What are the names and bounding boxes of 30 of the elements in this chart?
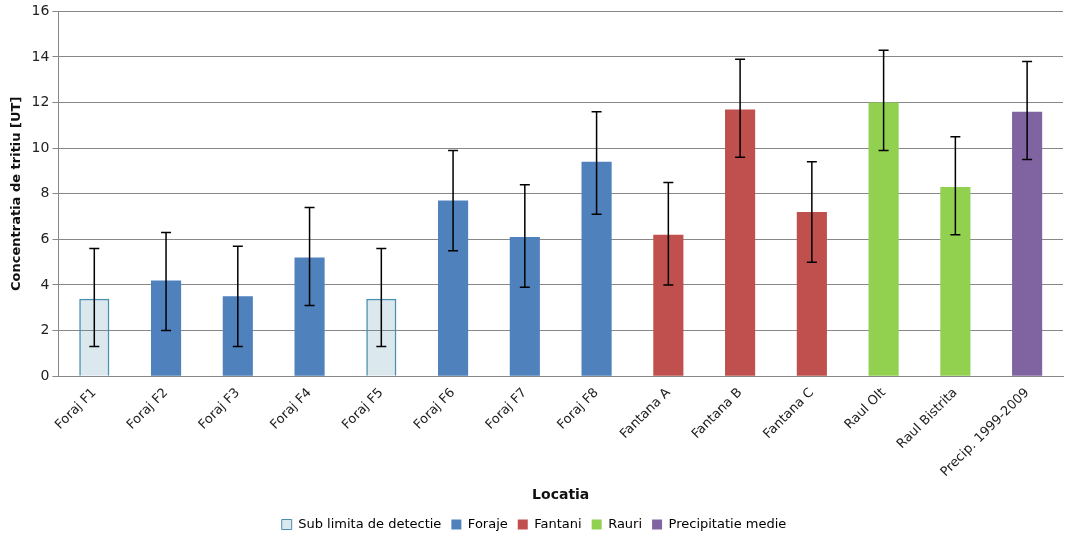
bar bbox=[725, 109, 756, 376]
y-tick-label: 2 bbox=[40, 321, 50, 338]
y-tick-label: 4 bbox=[40, 275, 50, 292]
y-axis-title: Concentratia de tritiu [UT] bbox=[8, 96, 24, 291]
x-axis-title: Locatia bbox=[532, 486, 590, 503]
y-tick-label: 16 bbox=[31, 2, 50, 19]
bar bbox=[868, 102, 899, 376]
legend-label: Sub limita de detectie bbox=[298, 515, 442, 531]
legend-label: Precipitatie medie bbox=[668, 515, 787, 531]
bar bbox=[509, 237, 540, 376]
bar bbox=[294, 257, 325, 376]
y-tick-label: 6 bbox=[40, 230, 50, 247]
bar bbox=[222, 296, 253, 376]
y-tick-label: 10 bbox=[31, 138, 50, 155]
y-tick-label: 14 bbox=[31, 47, 50, 64]
bar bbox=[796, 212, 827, 376]
y-tick-label: 8 bbox=[40, 184, 50, 201]
bar bbox=[1012, 111, 1043, 376]
legend-label: Fantani bbox=[534, 515, 582, 531]
bar bbox=[438, 200, 469, 376]
y-tick-label: 0 bbox=[40, 366, 50, 383]
bar bbox=[79, 298, 110, 376]
bar bbox=[581, 161, 612, 376]
y-tick-label: 12 bbox=[31, 93, 50, 110]
legend-label: Rauri bbox=[608, 515, 643, 531]
legend-label: Foraje bbox=[467, 515, 508, 531]
bar bbox=[366, 298, 397, 376]
bar bbox=[653, 234, 684, 376]
bar bbox=[150, 280, 182, 376]
bar bbox=[940, 186, 971, 376]
